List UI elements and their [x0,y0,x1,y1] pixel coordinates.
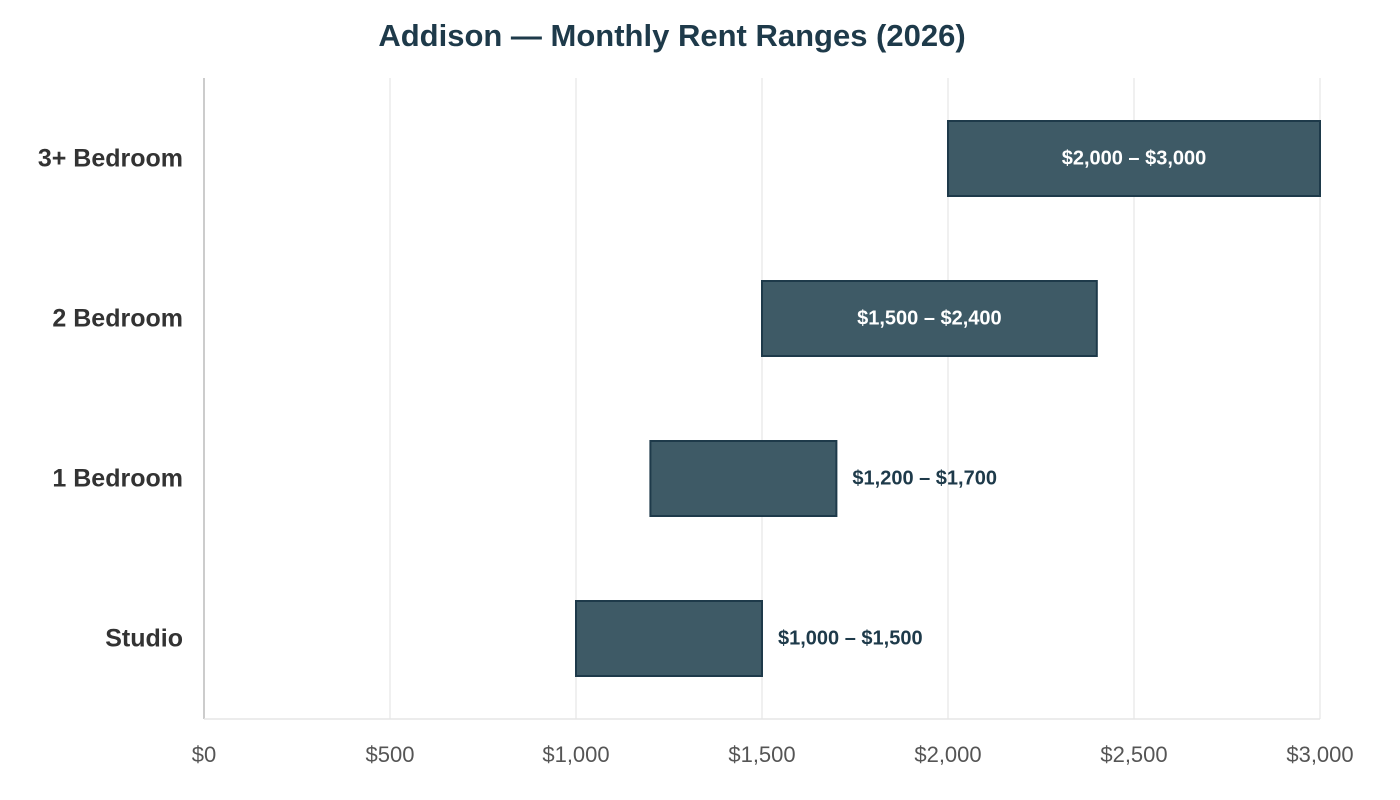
axes [203,78,1320,720]
category-label: 1 Bedroom [52,465,183,493]
range-label: $1,000 – $1,500 [778,628,923,650]
bars [575,120,1321,677]
range-bar [575,600,763,677]
x-tick-label: $0 [192,742,216,767]
category-label: Studio [105,625,183,653]
chart-title: Addison — Monthly Rent Ranges (2026) [378,18,966,53]
x-tick-label: $1,000 [542,742,609,767]
range-bar [649,440,838,517]
labels: $0 $500 $1,000 $1,500 $2,000 $2,500 $3,000 Stud… [38,145,1354,768]
range-bar [761,280,1098,357]
range-label: $1,200 – $1,700 [852,468,997,490]
category-label: 3+ Bedroom [38,145,183,173]
x-tick-label: $500 [366,742,415,767]
range-bar [947,120,1321,197]
x-tick-label: $1,500 [728,742,795,767]
category-label: 2 Bedroom [52,305,183,333]
x-tick-label: $2,500 [1100,742,1167,767]
range-label: $1,500 – $2,400 [857,308,1002,330]
range-label: $2,000 – $3,000 [1062,148,1207,170]
x-tick-label: $3,000 [1286,742,1353,767]
x-tick-label: $2,000 [914,742,981,767]
